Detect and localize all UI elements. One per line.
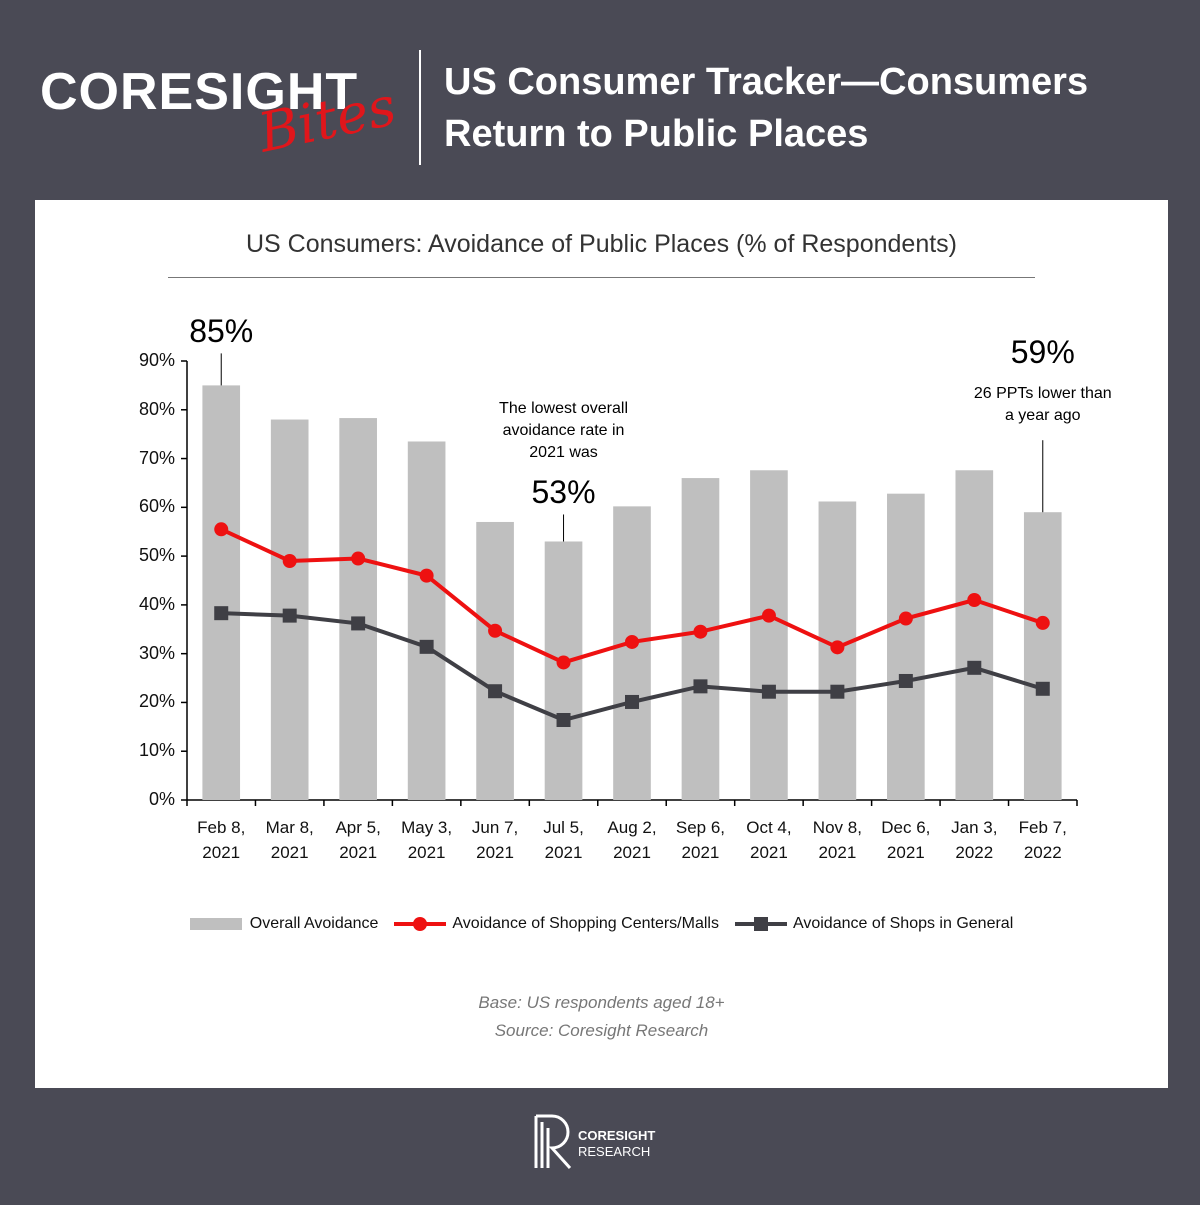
bar <box>681 478 720 800</box>
x-tick-label: Mar 8, 2021 <box>265 818 314 862</box>
point <box>830 640 845 655</box>
x-tick-label: Aug 2, 2021 <box>607 818 657 862</box>
bar <box>476 521 514 800</box>
brand: CORESIGHT <box>40 63 359 121</box>
legend-item: Overall Avoidance <box>189 915 379 933</box>
bar <box>202 385 241 800</box>
point <box>967 593 982 608</box>
point <box>419 639 434 654</box>
logo-mark <box>534 1114 572 1170</box>
point <box>967 660 982 675</box>
bar <box>407 441 446 800</box>
bar <box>1023 512 1062 800</box>
point <box>1035 681 1050 696</box>
bar <box>887 493 925 800</box>
page-title: US Consumer Tracker—Consumers Return to … <box>444 61 1089 155</box>
point <box>488 623 503 638</box>
y-tick-label: 50% <box>138 545 175 566</box>
swatch <box>189 918 242 930</box>
x-tick-label: Jul 5, 2021 <box>543 818 584 862</box>
x-tick-label: Nov 8, 2021 <box>812 818 862 862</box>
bar <box>750 470 788 800</box>
point <box>282 553 297 568</box>
point <box>761 684 776 699</box>
note: Source: Coresight Research <box>494 1021 709 1040</box>
bar <box>955 470 994 800</box>
logo-bottom: RESEARCH <box>578 1144 651 1159</box>
bar <box>339 418 377 800</box>
bar <box>613 506 651 800</box>
divider <box>419 50 421 165</box>
swatch-marker <box>753 917 768 931</box>
legend: Overall Avoidance Avoidance of Shopping C… <box>35 915 1168 933</box>
point <box>419 568 434 583</box>
title-rule <box>168 277 1035 278</box>
legend-swatch <box>734 917 787 931</box>
note: Base: US respondents aged 18+ <box>478 993 725 1012</box>
value-label: 59% <box>1010 334 1075 371</box>
x-tick-label: May 3, 2021 <box>401 818 453 862</box>
y-tick-label: 20% <box>138 691 175 712</box>
point <box>556 655 571 670</box>
point <box>1035 615 1050 630</box>
x-tick-label: Dec 6, 2021 <box>881 818 931 862</box>
point <box>488 684 503 699</box>
point <box>693 624 708 639</box>
x-tick-label: Sep 6, 2021 <box>675 818 726 862</box>
legend-swatch <box>394 917 447 931</box>
point <box>351 551 366 566</box>
logo-top: CORESIGHT <box>578 1128 656 1143</box>
x-tick-label: Jan 3, 2022 <box>951 818 998 862</box>
legend-label: Avoidance of Shops in General <box>792 915 1014 932</box>
swatch-marker <box>413 917 428 931</box>
point <box>351 616 366 631</box>
x-tick-label: Apr 5, 2021 <box>335 818 381 862</box>
bar <box>544 541 583 800</box>
y-tick-label: 70% <box>138 447 175 468</box>
value-label: 85% <box>189 313 254 350</box>
legend-swatch <box>189 918 242 930</box>
y-tick-label: 40% <box>138 593 175 614</box>
point <box>898 611 913 626</box>
legend-label: Overall Avoidance <box>249 915 379 932</box>
point <box>898 673 913 688</box>
chart-title: US Consumers: Avoidance of Public Places… <box>245 230 957 258</box>
point <box>214 606 229 621</box>
y-tick-label: 80% <box>138 398 175 419</box>
legend-label: Avoidance of Shopping Centers/Malls <box>452 915 719 932</box>
point <box>214 522 229 537</box>
y-tick-label: 90% <box>138 350 175 370</box>
point <box>693 679 708 694</box>
annotation: 26 PPTs lower than a year ago <box>973 385 1112 424</box>
point <box>830 684 845 699</box>
y-tick-label: 0% <box>148 789 175 809</box>
point <box>282 608 297 623</box>
x-tick-label: Feb 8, 2021 <box>197 818 246 862</box>
x-tick-label: Jun 7, 2021 <box>471 818 519 862</box>
legend-item: Avoidance of Shopping Centers/Malls <box>392 915 719 933</box>
x-tick-label: Feb 7, 2022 <box>1018 818 1067 862</box>
legend-item: Avoidance of Shops in General <box>733 915 1013 933</box>
point <box>556 713 571 728</box>
y-tick-label: 10% <box>138 740 175 761</box>
value-label: 53% <box>531 474 596 511</box>
y-tick-label: 60% <box>138 496 175 517</box>
y-tick-label: 30% <box>138 642 175 663</box>
point <box>625 634 639 649</box>
x-tick-label: Oct 4, 2021 <box>746 818 792 862</box>
point <box>625 694 639 709</box>
annotation: The lowest overall avoidance rate in 202… <box>499 400 628 461</box>
point <box>761 608 776 623</box>
